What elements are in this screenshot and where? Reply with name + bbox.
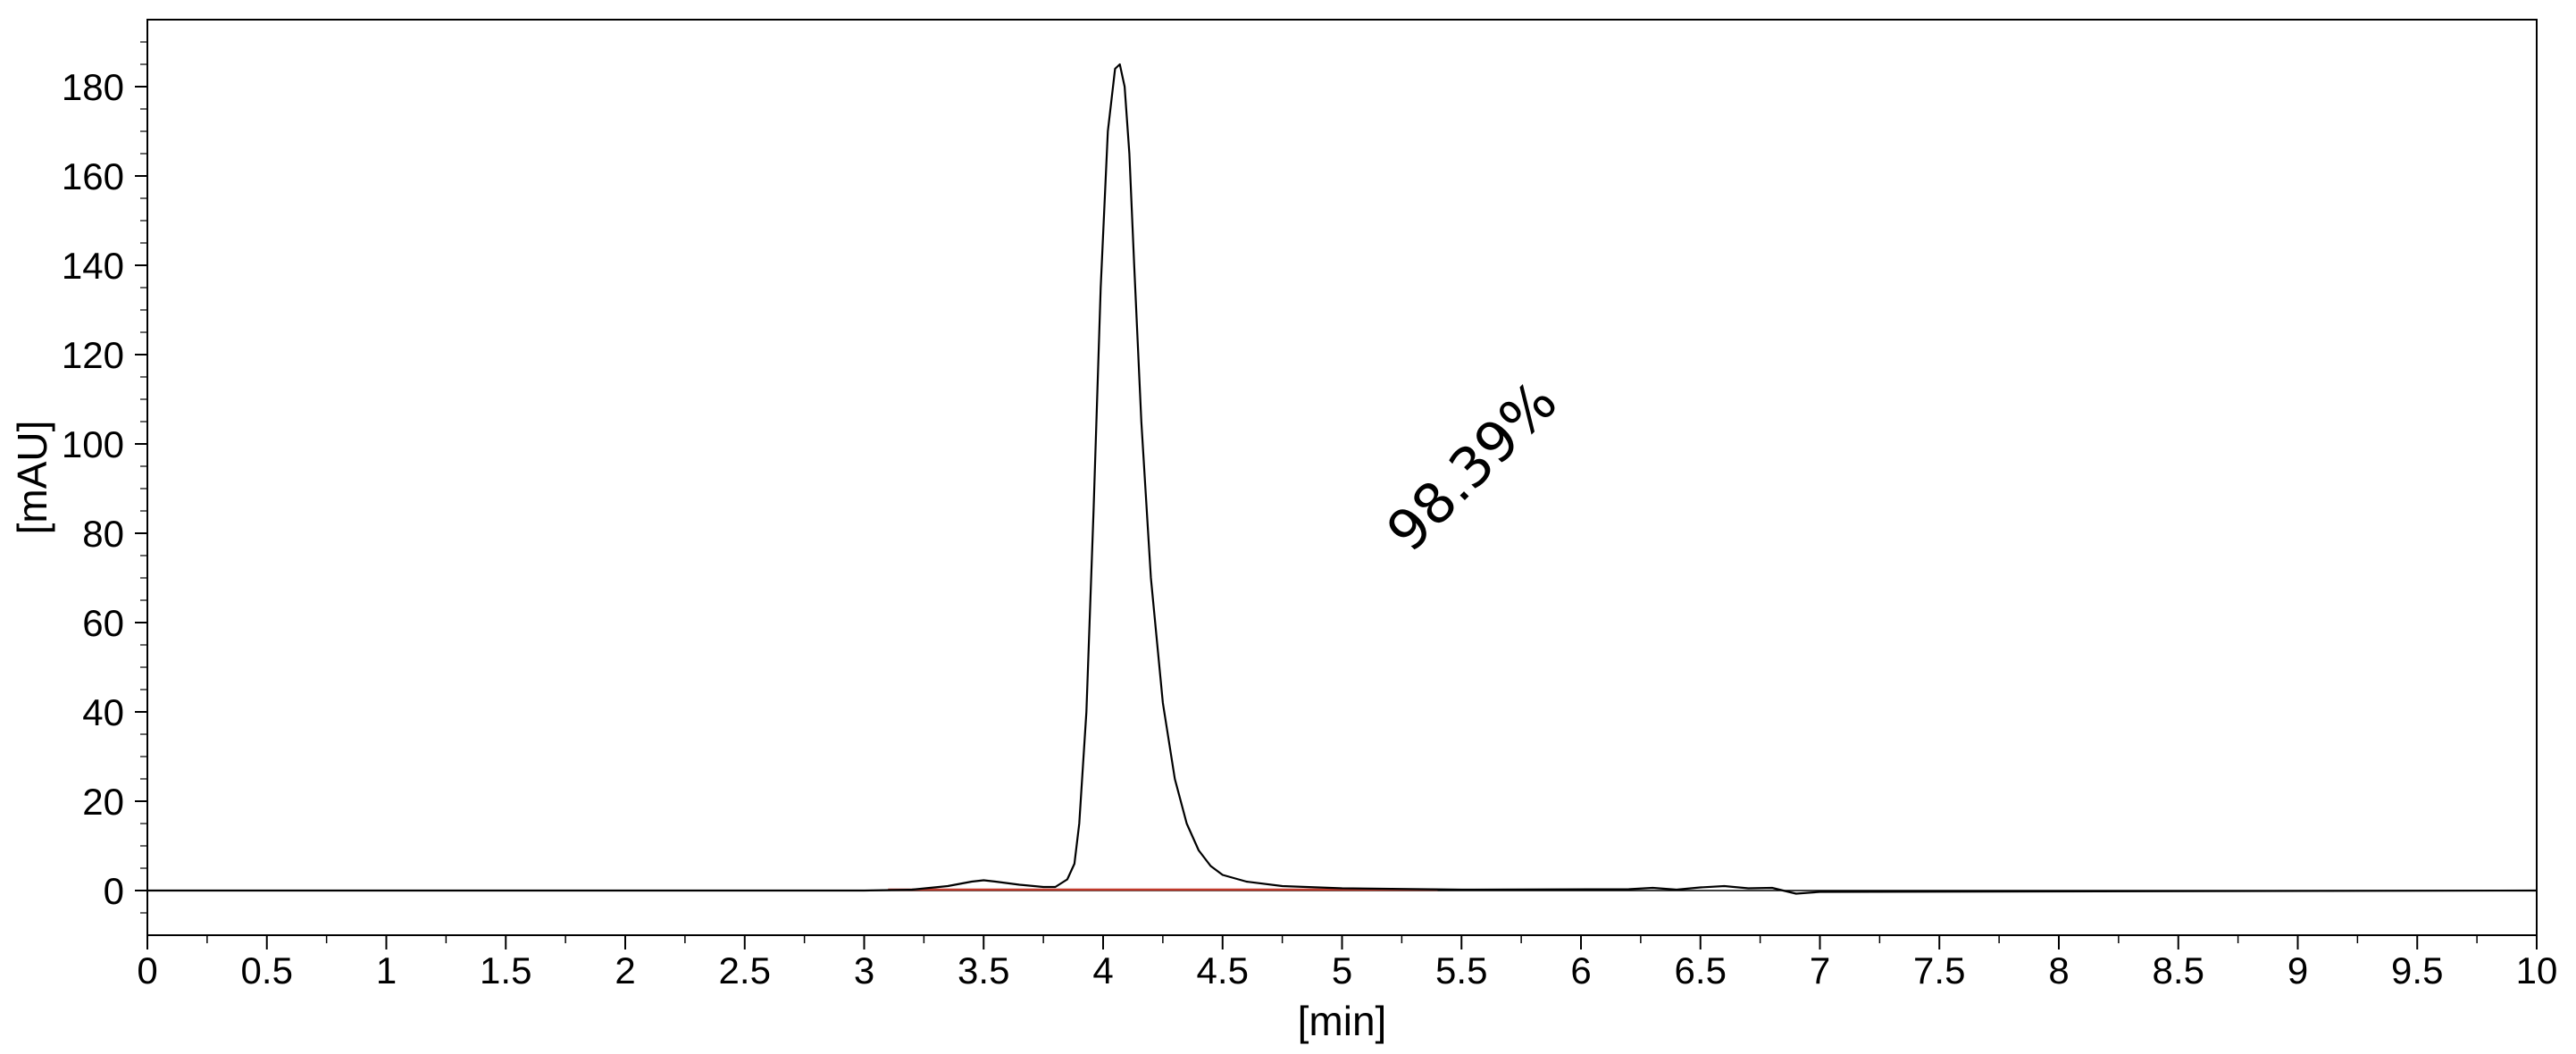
x-tick-label: 8.5 [2153, 949, 2204, 991]
x-tick-label: 10 [2516, 949, 2558, 991]
x-tick-label: 6 [1570, 949, 1591, 991]
x-tick-label: 1 [376, 949, 397, 991]
y-axis: 0 20 40 60 80 100 120 140 160 180 [62, 41, 147, 914]
series-line [147, 63, 2538, 895]
x-tick-label: 5.5 [1435, 949, 1487, 991]
x-tick-label: 0.5 [241, 949, 293, 991]
x-tick-label: 0 [137, 949, 157, 991]
x-tick-label: 6.5 [1675, 949, 1727, 991]
x-tick-label: 7 [1810, 949, 1830, 991]
x-tick-label: 8 [2048, 949, 2069, 991]
y-tick-label: 60 [82, 602, 124, 644]
y-tick-label: 120 [62, 334, 124, 376]
x-tick-label: 3.5 [958, 949, 1009, 991]
x-tick-label: 2 [615, 949, 635, 991]
x-tick-label: 3 [854, 949, 874, 991]
x-tick-label: 4 [1092, 949, 1113, 991]
x-axis-title: [min] [1298, 998, 1387, 1044]
x-tick-label: 9.5 [2391, 949, 2443, 991]
x-tick-label: 2.5 [719, 949, 771, 991]
plot-frame [146, 19, 2538, 936]
x-tick-label: 7.5 [1913, 949, 1965, 991]
x-tick-label: 4.5 [1197, 949, 1249, 991]
x-tick-label: 1.5 [480, 949, 531, 991]
x-tick-label: 5 [1332, 949, 1352, 991]
series-group [147, 63, 2538, 895]
y-tick-label: 40 [82, 691, 124, 733]
y-tick-label: 100 [62, 423, 124, 465]
x-tick-label: 9 [2287, 949, 2308, 991]
y-tick-label: 180 [62, 66, 124, 108]
y-axis-title: [mAU] [9, 421, 55, 535]
y-tick-label: 0 [104, 870, 124, 912]
peak-percent-annotation: 98.39% [1374, 368, 1569, 564]
y-tick-label: 80 [82, 513, 124, 555]
x-axis: 0 0.5 1 1.5 2 2.5 3 3.5 4 4.5 5 5.5 6 6.5 7 7.5 8 8.5 9 9.5… [137, 935, 2557, 991]
y-tick-label: 20 [82, 781, 124, 823]
y-tick-label: 160 [62, 155, 124, 197]
y-tick-label: 140 [62, 245, 124, 287]
